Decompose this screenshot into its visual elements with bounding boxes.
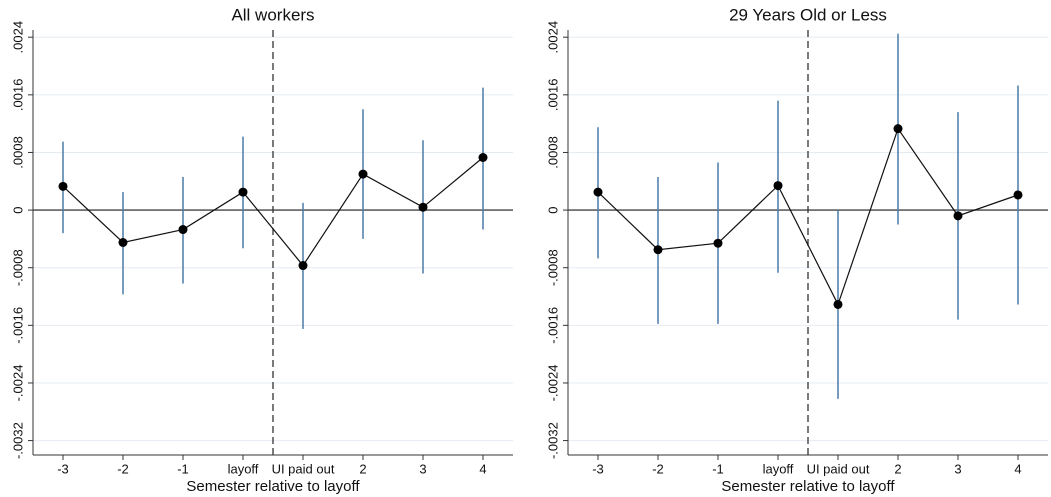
y-tick-label: -.0008 bbox=[10, 249, 25, 286]
x-tick-label: -1 bbox=[712, 461, 724, 476]
y-tick-label: -.0008 bbox=[545, 249, 560, 286]
point bbox=[773, 181, 783, 191]
y-tick-label: .0024 bbox=[10, 21, 25, 54]
point bbox=[713, 238, 723, 248]
point bbox=[893, 124, 903, 134]
x-tick-label: 4 bbox=[479, 461, 486, 476]
x-tick-label: -2 bbox=[117, 461, 129, 476]
y-tick-label: 0 bbox=[545, 206, 560, 213]
point bbox=[953, 211, 963, 221]
point bbox=[653, 245, 663, 255]
y-tick-label: .0016 bbox=[545, 79, 560, 112]
point bbox=[178, 225, 188, 235]
point bbox=[118, 238, 128, 247]
x-tick-label: -2 bbox=[652, 461, 664, 476]
y-tick-label: -.0016 bbox=[10, 307, 25, 344]
line bbox=[597, 127, 1019, 306]
y-tick-label: 0 bbox=[10, 206, 25, 213]
x-tick-label: 2 bbox=[894, 461, 901, 476]
y-tick-label: .0016 bbox=[10, 79, 25, 112]
x-tick-label: 2 bbox=[359, 461, 366, 476]
x-tick-label: -3 bbox=[57, 461, 69, 476]
point bbox=[298, 261, 308, 271]
x-tick-label: layoff bbox=[763, 461, 794, 476]
x-axis-title: Semester relative to layoff bbox=[721, 478, 895, 495]
chart-title: All workers bbox=[231, 5, 314, 24]
point bbox=[1013, 190, 1023, 200]
x-tick-label: layoff bbox=[228, 461, 259, 476]
point bbox=[478, 153, 488, 162]
y-tick-label: -.0016 bbox=[545, 307, 560, 344]
point bbox=[593, 187, 603, 197]
y-tick-label: -.0024 bbox=[545, 365, 560, 402]
point bbox=[58, 181, 68, 191]
y-tick-label: -.0032 bbox=[545, 422, 560, 459]
x-tick-label: UI paid out bbox=[807, 461, 870, 476]
y-tick-label: -.0032 bbox=[10, 422, 25, 459]
chart-title: 29 Years Old or Less bbox=[729, 5, 887, 24]
point bbox=[358, 169, 368, 179]
point bbox=[418, 202, 428, 212]
x-tick-label: -3 bbox=[592, 461, 604, 476]
x-tick-label: UI paid out bbox=[272, 461, 335, 476]
x-axis-title: Semester relative to layoff bbox=[186, 478, 360, 495]
y-tick-label: -.0024 bbox=[10, 365, 25, 402]
point bbox=[833, 299, 843, 309]
y-tick-label: .0008 bbox=[10, 136, 25, 169]
y-tick-label: .0024 bbox=[545, 21, 560, 54]
line bbox=[62, 157, 484, 267]
x-tick-label: 3 bbox=[954, 461, 961, 476]
x-tick-label: -1 bbox=[177, 461, 189, 476]
x-tick-label: 3 bbox=[419, 461, 426, 476]
y-tick-label: .0008 bbox=[545, 136, 560, 169]
x-tick-label: 4 bbox=[1014, 461, 1021, 476]
point bbox=[238, 187, 248, 197]
